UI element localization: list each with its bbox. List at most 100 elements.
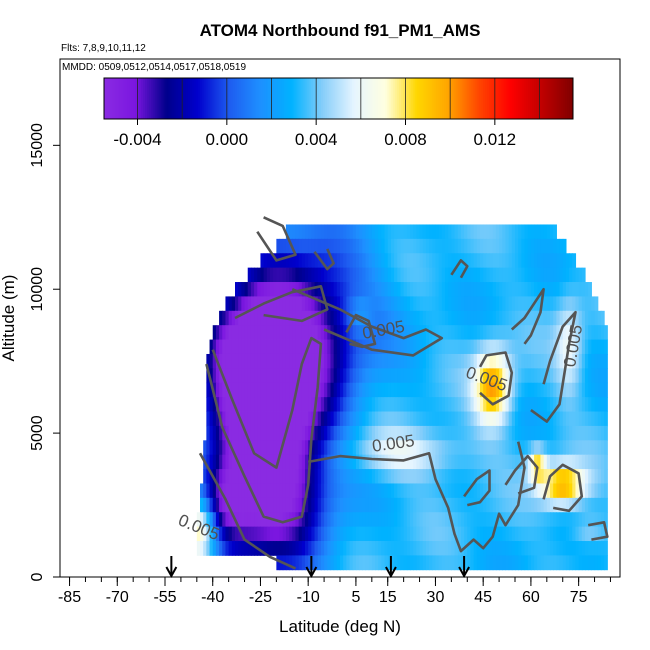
heatmap-cell (467, 310, 472, 326)
heatmap-cell (400, 497, 405, 513)
heatmap-cell (473, 282, 478, 297)
contour-line (205, 336, 323, 524)
heatmap-cell (289, 339, 293, 355)
heatmap-cell (314, 541, 319, 556)
heatmap-cell (387, 382, 392, 398)
heatmap-cell (575, 397, 580, 412)
heatmap-cell (273, 483, 277, 499)
heatmap-cell (375, 238, 379, 254)
colorbar-swatch (301, 78, 304, 119)
heatmap-cell (365, 267, 370, 283)
heatmap-cell (502, 310, 507, 326)
heatmap-cell (413, 310, 417, 326)
colorbar-swatch (553, 78, 556, 119)
heatmap-cell (241, 368, 246, 384)
heatmap-cell (438, 397, 443, 412)
flight-marker-arrow (458, 556, 470, 579)
heatmap-cell (308, 339, 312, 355)
heatmap-cell (343, 469, 347, 484)
heatmap-cell (416, 224, 421, 240)
heatmap-cell (543, 310, 548, 326)
heatmap-cell (301, 267, 306, 283)
heatmap-cell (527, 397, 532, 412)
heatmap-cell (441, 339, 446, 355)
heatmap-cell (355, 411, 360, 427)
heatmap-cell (467, 325, 472, 340)
heatmap-cell (394, 555, 398, 571)
heatmap-cell (473, 497, 478, 513)
heatmap-cell (413, 224, 417, 240)
heatmap-cell (502, 454, 507, 470)
heatmap-cell (324, 282, 328, 297)
heatmap-cell (285, 397, 290, 412)
heatmap-cell (305, 454, 309, 470)
heatmap-cell (340, 469, 344, 484)
heatmap-cell (527, 497, 532, 513)
heatmap-cell (473, 325, 478, 340)
heatmap-cell (524, 469, 529, 484)
heatmap-cell (454, 282, 459, 297)
heatmap-cell (416, 253, 421, 269)
heatmap-cell (448, 483, 452, 499)
heatmap-cell (457, 411, 462, 427)
heatmap-cell (578, 541, 583, 556)
heatmap-cell (276, 411, 281, 427)
heatmap-cell (397, 454, 402, 470)
colorbar-swatch (248, 78, 252, 119)
heatmap-cell (499, 238, 503, 254)
heatmap-cell (441, 440, 446, 456)
heatmap-cell (556, 310, 561, 326)
heatmap-cell (273, 411, 277, 427)
heatmap-cell (355, 267, 360, 283)
heatmap-cell (260, 454, 265, 470)
colorbar-swatch (254, 78, 257, 119)
heatmap-cell (464, 526, 468, 542)
heatmap-cell (483, 555, 487, 571)
heatmap-cell (352, 440, 357, 456)
heatmap-cell (340, 267, 344, 283)
heatmap-cell (263, 440, 268, 456)
heatmap-cell (594, 368, 599, 384)
colorbar-swatch (283, 78, 287, 119)
heatmap-cell (375, 526, 379, 542)
heatmap-cell (448, 238, 452, 254)
heatmap-cell (314, 555, 319, 571)
heatmap-cell (585, 296, 589, 312)
heatmap-cell (346, 483, 351, 499)
heatmap-cell (435, 411, 440, 427)
heatmap-cell (559, 238, 564, 254)
heatmap-cell (355, 224, 360, 240)
heatmap-cell (340, 483, 344, 499)
heatmap-cell (368, 483, 373, 499)
heatmap-cell (575, 526, 580, 542)
heatmap-cell (340, 224, 344, 240)
heatmap-cell (403, 382, 408, 398)
heatmap-cell (349, 368, 354, 384)
heatmap-cell (505, 296, 510, 312)
heatmap-cell (515, 555, 519, 571)
colorbar-swatch (428, 78, 431, 119)
heatmap-cell (244, 397, 249, 412)
heatmap-cell (480, 497, 484, 513)
heatmap-cell (422, 526, 427, 542)
heatmap-cell (559, 253, 564, 269)
heatmap-cell (285, 282, 290, 297)
heatmap-cell (600, 339, 605, 355)
heatmap-cell (483, 310, 487, 326)
heatmap-cell (464, 325, 468, 340)
heatmap-cell (438, 282, 443, 297)
heatmap-cell (527, 310, 532, 326)
heatmap-cell (546, 224, 551, 240)
heatmap-cell (384, 425, 389, 441)
heatmap-cell (464, 555, 468, 571)
heatmap-cell (591, 483, 596, 499)
heatmap-layer (196, 224, 608, 571)
heatmap-cell (346, 224, 351, 240)
heatmap-cell (569, 339, 573, 355)
colorbar-swatch (506, 78, 510, 119)
heatmap-cell (543, 526, 548, 542)
heatmap-cell (257, 382, 262, 398)
heatmap-cell (308, 382, 312, 398)
heatmap-cell (219, 325, 223, 340)
heatmap-cell (492, 512, 497, 528)
